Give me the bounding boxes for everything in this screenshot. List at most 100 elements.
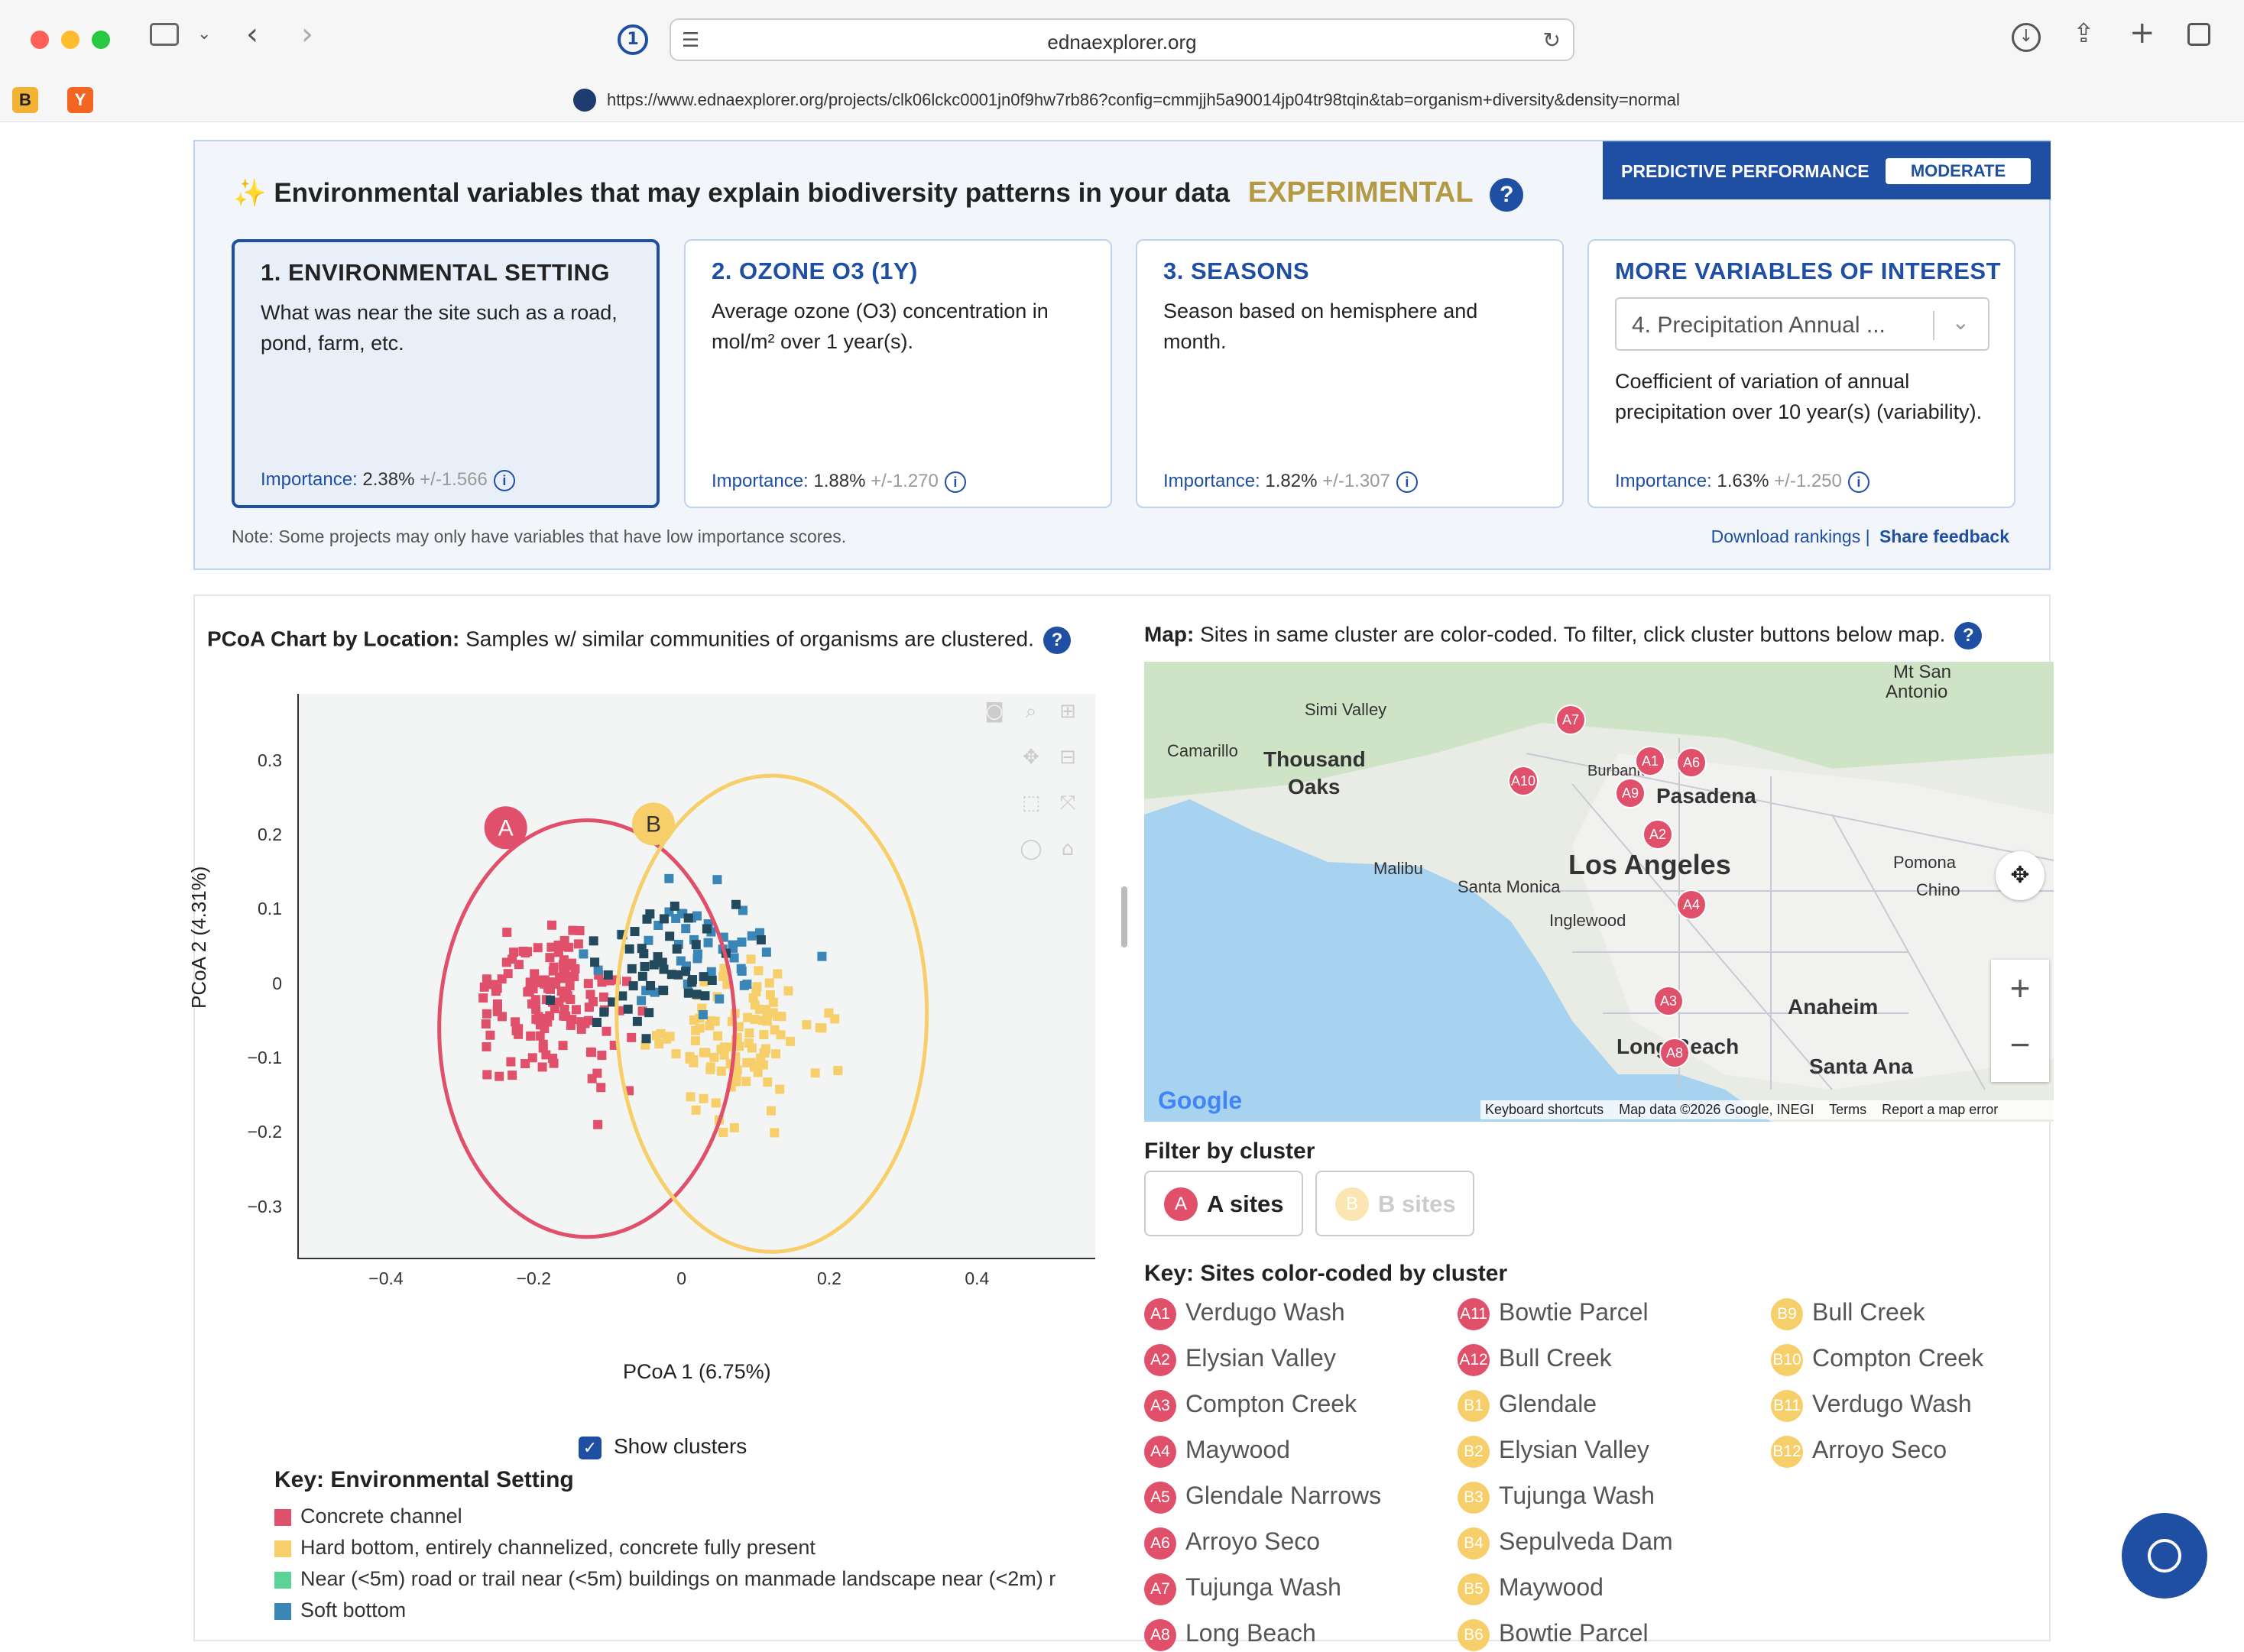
scatter-point[interactable] — [770, 1128, 780, 1138]
scatter-point[interactable] — [608, 997, 618, 1007]
scatter-point[interactable] — [699, 972, 709, 982]
scatter-point[interactable] — [739, 980, 749, 990]
site-key-item[interactable]: B4 Sepulveda Dam — [1458, 1522, 1673, 1560]
show-clusters-toggle[interactable]: ✓ Show clusters — [579, 1434, 747, 1459]
scatter-point[interactable] — [546, 977, 556, 987]
scatter-point[interactable] — [481, 1019, 491, 1029]
scatter-point[interactable] — [632, 1016, 642, 1026]
downloads-icon[interactable]: ↓ — [2012, 23, 2041, 52]
scatter-point[interactable] — [743, 1012, 753, 1022]
scatter-point[interactable] — [695, 1023, 705, 1033]
scatter-point[interactable] — [734, 1041, 744, 1051]
tab-overview-icon[interactable] — [2187, 23, 2210, 46]
scatter-point[interactable] — [618, 991, 627, 1001]
scatter-point[interactable] — [654, 1039, 664, 1049]
scatter-point[interactable] — [549, 1058, 559, 1068]
scatter-point[interactable] — [579, 949, 589, 959]
scatter-point[interactable] — [559, 1004, 569, 1014]
site-key-item[interactable]: B5 Maywood — [1458, 1568, 1604, 1606]
scatter-point[interactable] — [744, 1028, 754, 1038]
scatter-point[interactable] — [526, 1031, 536, 1041]
scatter-point[interactable] — [627, 964, 637, 973]
scatter-point[interactable] — [603, 970, 613, 980]
scatter-point[interactable] — [810, 1068, 820, 1078]
variable-dropdown[interactable]: 4. Precipitation Annual ... ⌄ — [1615, 297, 1989, 351]
info-icon[interactable]: i — [1396, 471, 1418, 493]
chat-button[interactable] — [2122, 1513, 2207, 1599]
scatter-point[interactable] — [630, 927, 640, 937]
scatter-point[interactable] — [741, 1077, 751, 1087]
scatter-point[interactable] — [587, 1074, 597, 1084]
zoom-out-icon[interactable]: ⊟ — [1059, 746, 1076, 769]
scatter-point[interactable] — [525, 977, 535, 987]
scatter-point[interactable] — [562, 987, 572, 997]
back-icon[interactable]: ‹ — [246, 17, 258, 52]
scatter-point[interactable] — [691, 1105, 701, 1115]
scatter-point[interactable] — [537, 1062, 547, 1072]
help-icon[interactable]: ? — [1490, 177, 1524, 212]
scatter-point[interactable] — [664, 873, 674, 883]
reload-icon[interactable]: ↻ — [1542, 28, 1561, 53]
forward-icon[interactable]: › — [301, 17, 313, 52]
scatter-point[interactable] — [583, 979, 593, 989]
scatter-point[interactable] — [760, 1044, 770, 1054]
scatter-point[interactable] — [736, 964, 746, 973]
scatter-point[interactable] — [644, 935, 653, 945]
scatter-point[interactable] — [754, 966, 764, 976]
site-marker-A4[interactable]: A4 — [1676, 889, 1707, 920]
site-marker-A1[interactable]: A1 — [1635, 746, 1665, 776]
zoom-out-icon[interactable]: − — [2009, 1025, 2031, 1064]
scatter-point[interactable] — [750, 1015, 760, 1025]
password-manager-icon[interactable]: 1 — [618, 24, 648, 55]
scatter-point[interactable] — [824, 1008, 834, 1018]
site-marker-A7[interactable]: A7 — [1555, 705, 1586, 735]
scatter-point[interactable] — [538, 1039, 548, 1049]
pan-icon[interactable]: ✥ — [1023, 746, 1039, 769]
help-icon[interactable]: ? — [1954, 622, 1983, 649]
scatter-point[interactable] — [711, 1098, 721, 1108]
scatter-point[interactable] — [755, 928, 765, 938]
scatter-point[interactable] — [749, 1062, 759, 1072]
scatter-point[interactable] — [482, 1041, 491, 1051]
scatter-point[interactable] — [687, 977, 697, 987]
scatter-point[interactable] — [775, 1084, 785, 1094]
scatter-point[interactable] — [584, 1003, 594, 1012]
scatter-point[interactable] — [485, 1030, 495, 1040]
scatter-point[interactable] — [750, 1000, 760, 1010]
scatter-point[interactable] — [768, 997, 778, 1007]
address-bar[interactable]: ☰ ednaexplorer.org ↻ — [670, 18, 1574, 61]
scatter-point[interactable] — [802, 1020, 812, 1030]
scatter-point[interactable] — [560, 966, 570, 976]
scatter-point[interactable] — [765, 990, 775, 999]
scatter-point[interactable] — [597, 1051, 607, 1061]
zoom-in-icon[interactable]: ⊞ — [1059, 700, 1076, 723]
var-card-1[interactable]: 1. ENVIRONMENTAL SETTING What was near t… — [232, 239, 660, 508]
scatter-point[interactable] — [527, 1053, 537, 1063]
scatter-point[interactable] — [785, 1036, 795, 1046]
scatter-point[interactable] — [482, 1009, 491, 1019]
scatter-point[interactable] — [728, 943, 738, 953]
site-marker-A2[interactable]: A2 — [1642, 819, 1673, 850]
scatter-point[interactable] — [628, 981, 638, 991]
scatter-point[interactable] — [507, 954, 517, 964]
scatter-point[interactable] — [596, 1083, 606, 1093]
scatter-point[interactable] — [479, 982, 489, 992]
scatter-point[interactable] — [732, 1065, 742, 1075]
scatter-point[interactable] — [497, 974, 507, 984]
site-marker-A10[interactable]: A10 — [1508, 766, 1539, 796]
site-key-item[interactable]: A5 Glendale Narrows — [1144, 1476, 1381, 1514]
scatter-point[interactable] — [649, 960, 659, 970]
scatter-point[interactable] — [761, 1005, 771, 1015]
scatter-point[interactable] — [770, 1025, 780, 1035]
scatter-point[interactable] — [653, 952, 663, 962]
scatter-point[interactable] — [599, 1007, 609, 1017]
site-key-item[interactable]: B3 Tujunga Wash — [1458, 1476, 1655, 1514]
scatter-point[interactable] — [589, 936, 598, 946]
scatter-point[interactable] — [478, 993, 488, 1003]
scatter-point[interactable] — [746, 954, 756, 964]
scatter-point[interactable] — [502, 928, 512, 938]
scatter-point[interactable] — [759, 1030, 769, 1040]
scatter-point[interactable] — [559, 973, 569, 983]
scatter-point[interactable] — [777, 1012, 786, 1022]
